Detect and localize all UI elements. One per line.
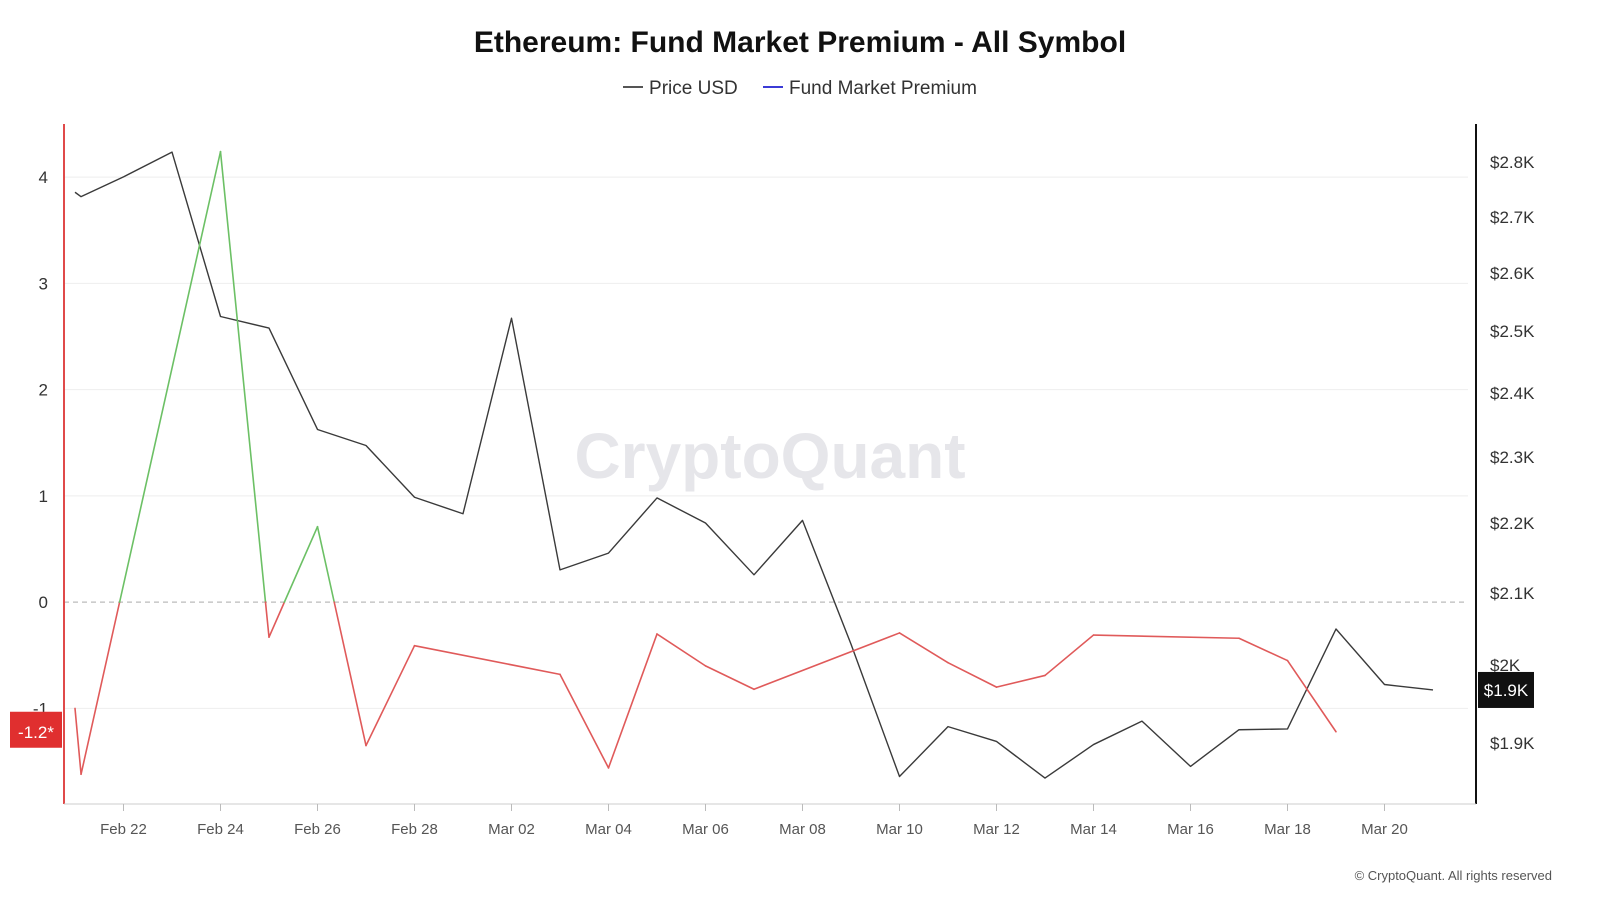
fund-premium-segment-9-0[interactable]	[656, 633, 707, 667]
x-tick-label-13: Mar 20	[1361, 821, 1408, 838]
right-tick-label-0: $2.8K	[1490, 153, 1535, 172]
legend-swatch-price	[623, 85, 644, 88]
left-tick-label-2: 2	[39, 381, 48, 400]
left-tick-label-3: 1	[39, 487, 48, 506]
fund-premium-segment-16-0[interactable]	[1092, 634, 1240, 640]
fund-premium-segment-3-0[interactable]	[268, 601, 286, 638]
right-current-badge	[1478, 671, 1534, 708]
legend-item-price[interactable]: Price USD	[623, 78, 738, 100]
chart-title: Ethereum: Fund Market Premium - All Symb…	[473, 26, 1127, 59]
fund-premium-segment-1-1[interactable]	[118, 150, 222, 603]
fund-premium-segment-10-0[interactable]	[704, 665, 755, 691]
left-tick-label-4: 0	[39, 593, 48, 612]
fund-premium-segment-12-0[interactable]	[898, 632, 949, 664]
x-tick-label-7: Mar 08	[779, 821, 826, 838]
copyright-notice: © CryptoQuant. All rights reserved	[1354, 868, 1552, 883]
x-tick-label-2: Feb 26	[294, 821, 341, 838]
fund-premium-segment-0-0[interactable]	[74, 707, 82, 776]
fund-premium-segment-15-0[interactable]	[1044, 634, 1095, 677]
fund-premium-segment-11-0[interactable]	[753, 632, 901, 691]
fund-premium-segment-4-1[interactable]	[333, 601, 367, 747]
x-tick-label-3: Feb 28	[391, 821, 438, 838]
legend-item-premium[interactable]: Fund Market Premium	[763, 78, 977, 100]
right-tick-label-5: $2.3K	[1490, 448, 1535, 467]
left-current-badge-text: -1.2*	[18, 723, 54, 742]
x-tick-label-4: Mar 02	[488, 821, 535, 838]
fund-premium-segment-7-0[interactable]	[559, 673, 610, 769]
x-tick-label-12: Mar 18	[1264, 821, 1311, 838]
fund-premium-segment-17-0[interactable]	[1238, 637, 1289, 662]
fund-premium-segment-2-1[interactable]	[264, 601, 270, 638]
legend-swatch-premium	[763, 85, 783, 88]
right-tick-label-7: $2.1K	[1490, 584, 1535, 603]
right-tick-label-4: $2.4K	[1490, 384, 1535, 403]
right-tick-label-6: $2.2K	[1490, 514, 1535, 533]
right-tick-label-9: $1.9K	[1490, 734, 1535, 753]
right-current-badge-text: $1.9K	[1484, 681, 1529, 700]
price-usd-line[interactable]	[74, 151, 1434, 779]
fund-premium-segment-18-0[interactable]	[1286, 659, 1337, 733]
fund-premium-segment-14-0[interactable]	[995, 674, 1046, 688]
fund-premium-segment-1-0[interactable]	[80, 601, 121, 776]
x-tick-label-10: Mar 14	[1070, 821, 1117, 838]
x-tick-label-1: Feb 24	[197, 821, 244, 838]
fund-premium-segment-3-1[interactable]	[283, 525, 319, 603]
right-tick-label-1: $2.7K	[1490, 208, 1535, 227]
x-tick-label-0: Feb 22	[100, 821, 147, 838]
right-tick-label-8: $2K	[1490, 656, 1521, 675]
x-tick-label-9: Mar 12	[973, 821, 1020, 838]
x-tick-label-5: Mar 04	[585, 821, 632, 838]
legend-label-price: Price USD	[649, 78, 738, 99]
left-tick-label-1: 3	[39, 274, 48, 293]
watermark-text: CryptoQuant	[574, 420, 965, 492]
fund-premium-segment-6-0[interactable]	[413, 644, 561, 676]
fund-premium-segment-8-0[interactable]	[607, 633, 658, 769]
x-tick-label-8: Mar 10	[876, 821, 923, 838]
fund-premium-segment-5-0[interactable]	[365, 644, 416, 747]
chart-legend: Price USD Fund Market Premium	[0, 78, 1600, 100]
right-tick-label-2: $2.6K	[1490, 264, 1535, 283]
legend-label-premium: Fund Market Premium	[789, 78, 977, 99]
right-tick-label-3: $2.5K	[1490, 322, 1535, 341]
left-tick-label-0: 4	[39, 168, 48, 187]
fund-premium-segment-13-0[interactable]	[947, 661, 998, 688]
x-tick-label-6: Mar 06	[682, 821, 729, 838]
left-current-badge	[10, 711, 62, 748]
x-tick-label-11: Mar 16	[1167, 821, 1214, 838]
fund-premium-segment-4-0[interactable]	[316, 525, 336, 603]
fund-premium-segment-2-0[interactable]	[219, 150, 267, 603]
